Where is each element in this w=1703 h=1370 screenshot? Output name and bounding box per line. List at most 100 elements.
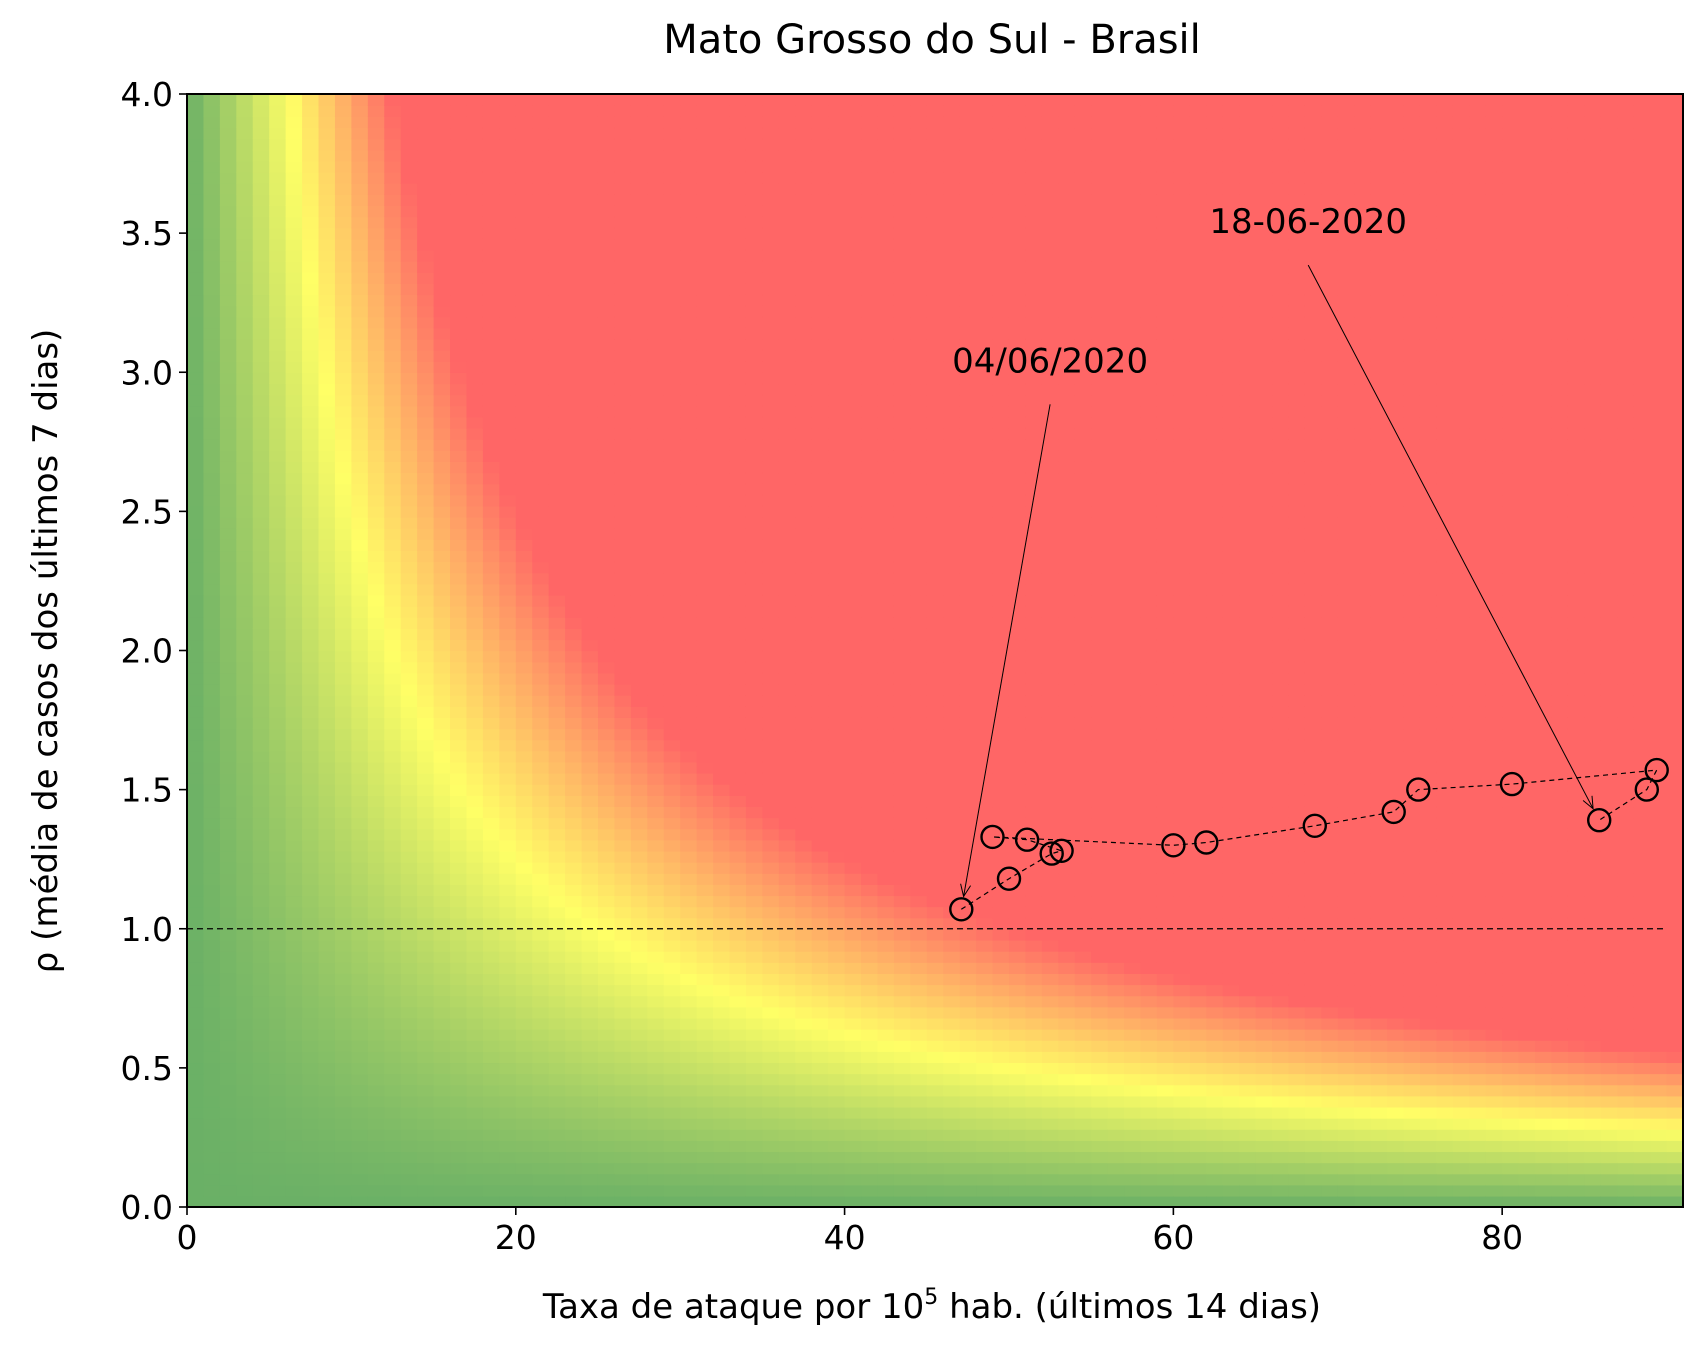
heatmap-cell (482, 672, 501, 685)
heatmap-cell (433, 1084, 451, 1097)
heatmap-cell (450, 784, 468, 796)
heatmap-cell (713, 416, 731, 429)
heatmap-cell (515, 1062, 533, 1075)
heatmap-cell (482, 1117, 501, 1130)
heatmap-cell (515, 650, 533, 663)
heatmap-cell (269, 572, 287, 585)
heatmap-cell (630, 1062, 649, 1075)
heatmap-cell (302, 327, 320, 340)
heatmap-cell (236, 483, 254, 496)
heatmap-cell (515, 183, 533, 195)
heatmap-cell (976, 294, 994, 307)
heatmap-cell (384, 383, 402, 396)
heatmap-cell (269, 528, 287, 540)
heatmap-cell (450, 349, 468, 362)
heatmap-cell (417, 817, 435, 830)
heatmap-cell (466, 939, 484, 952)
heatmap-cell (532, 260, 550, 273)
heatmap-cell (351, 450, 369, 462)
heatmap-cell (630, 984, 649, 997)
heatmap-cell (466, 171, 484, 184)
heatmap-cell (811, 951, 829, 963)
heatmap-cell (581, 383, 599, 396)
heatmap-cell (910, 750, 928, 763)
heatmap-cell (745, 405, 764, 418)
heatmap-cell (778, 249, 796, 262)
heatmap-cell (745, 194, 764, 206)
heatmap-cell (203, 728, 221, 741)
heatmap-cell (811, 1162, 829, 1175)
heatmap-cell (532, 683, 550, 696)
heatmap-cell (828, 939, 846, 952)
heatmap-cell (762, 1106, 780, 1119)
heatmap-cell (334, 138, 353, 151)
heatmap-cell (861, 1040, 879, 1052)
heatmap-cell (647, 249, 665, 262)
heatmap-cell (992, 772, 1010, 785)
heatmap-cell (959, 1073, 977, 1086)
heatmap-cell (187, 450, 205, 462)
heatmap-cell (302, 416, 320, 429)
heatmap-cell (943, 472, 961, 485)
heatmap-cell (597, 572, 616, 585)
heatmap-cell (811, 928, 829, 941)
heatmap-cell (844, 439, 862, 451)
heatmap-cell (532, 1073, 550, 1086)
heatmap-cell (828, 383, 846, 396)
heatmap-cell (893, 650, 912, 663)
heatmap-cell (910, 505, 928, 518)
heatmap-cell (400, 1040, 418, 1052)
heatmap-cell (285, 338, 303, 351)
heatmap-cell (269, 772, 287, 785)
heatmap-cell (532, 784, 550, 796)
heatmap-cell (828, 294, 846, 307)
heatmap-cell (269, 761, 287, 774)
heatmap-cell (910, 1117, 928, 1130)
heatmap-cell (203, 784, 221, 796)
heatmap-cell (285, 695, 303, 707)
heatmap-cell (433, 338, 451, 351)
heatmap-cell (893, 461, 912, 474)
heatmap-cell (318, 183, 336, 195)
heatmap-cell (466, 149, 484, 162)
heatmap-cell (187, 205, 205, 218)
heatmap-cell (811, 1184, 829, 1197)
heatmap-cell (729, 561, 747, 574)
heatmap-cell (482, 105, 501, 117)
heatmap-cell (762, 361, 780, 373)
heatmap-cell (926, 316, 944, 329)
heatmap-cell (203, 405, 221, 418)
heatmap-cell (581, 238, 599, 251)
heatmap-cell (630, 138, 649, 151)
heatmap-cell (811, 483, 829, 496)
heatmap-cell (252, 1106, 270, 1119)
heatmap-cell (499, 1006, 517, 1019)
heatmap-cell (367, 238, 385, 251)
heatmap-cell (499, 483, 517, 496)
heatmap-cell (992, 928, 1010, 941)
heatmap-cell (811, 995, 829, 1008)
heatmap-cell (351, 839, 369, 852)
heatmap-cell (828, 416, 846, 429)
heatmap-cell (959, 472, 977, 485)
heatmap-cell (910, 305, 928, 318)
heatmap-cell (680, 1195, 698, 1208)
heatmap-cell (417, 928, 435, 941)
heatmap-cell (384, 194, 402, 206)
heatmap-cell (926, 594, 944, 607)
heatmap-cell (466, 1129, 484, 1141)
heatmap-cell (614, 528, 632, 540)
heatmap-cell (252, 973, 270, 986)
heatmap-cell (597, 639, 616, 652)
heatmap-cell (318, 795, 336, 808)
heatmap-cell (499, 1151, 517, 1164)
heatmap-cell (236, 939, 254, 952)
heatmap-cell (795, 1129, 813, 1141)
heatmap-cell (187, 550, 205, 563)
heatmap-cell (992, 672, 1010, 685)
heatmap-cell (630, 1117, 649, 1130)
heatmap-cell (285, 772, 303, 785)
heatmap-cell (187, 1129, 205, 1141)
heatmap-cell (959, 1162, 977, 1175)
heatmap-cell (515, 1129, 533, 1141)
